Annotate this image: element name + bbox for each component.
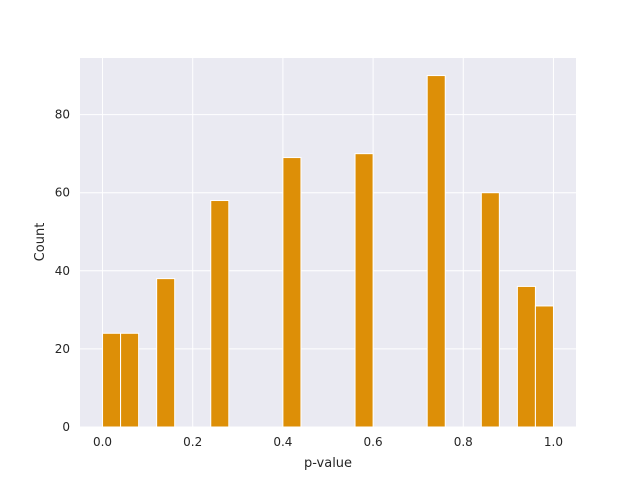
histogram-bar (426, 75, 446, 428)
histogram-bar (516, 285, 536, 428)
y-tick-label: 60 (55, 186, 70, 200)
plot-background (80, 58, 576, 427)
x-tick-label: 0.4 (273, 435, 292, 449)
y-axis-title: Count (33, 223, 48, 262)
histogram-bar (102, 332, 122, 428)
histogram-bar (120, 332, 140, 428)
y-axis-ticks: 0 20 40 60 80 (55, 108, 70, 434)
histogram-bar (354, 153, 374, 428)
histogram-bar (210, 200, 230, 428)
x-axis-title: p-value (304, 456, 352, 471)
y-tick-label: 20 (55, 342, 70, 356)
x-tick-label: 0.2 (183, 435, 202, 449)
x-tick-label: 0.8 (454, 435, 473, 449)
histogram-bar (282, 157, 302, 428)
histogram-bar (480, 192, 500, 428)
y-tick-label: 80 (55, 108, 70, 122)
histogram-bar (156, 278, 176, 428)
x-tick-label: 1.0 (544, 435, 563, 449)
x-tick-label: 0.0 (93, 435, 112, 449)
x-axis-ticks: 0.0 0.2 0.4 0.6 0.8 1.0 (93, 435, 563, 449)
histogram-bars (102, 75, 554, 428)
y-tick-label: 0 (62, 420, 70, 434)
x-tick-label: 0.6 (364, 435, 383, 449)
y-tick-label: 40 (55, 264, 70, 278)
histogram-bar (534, 305, 554, 428)
